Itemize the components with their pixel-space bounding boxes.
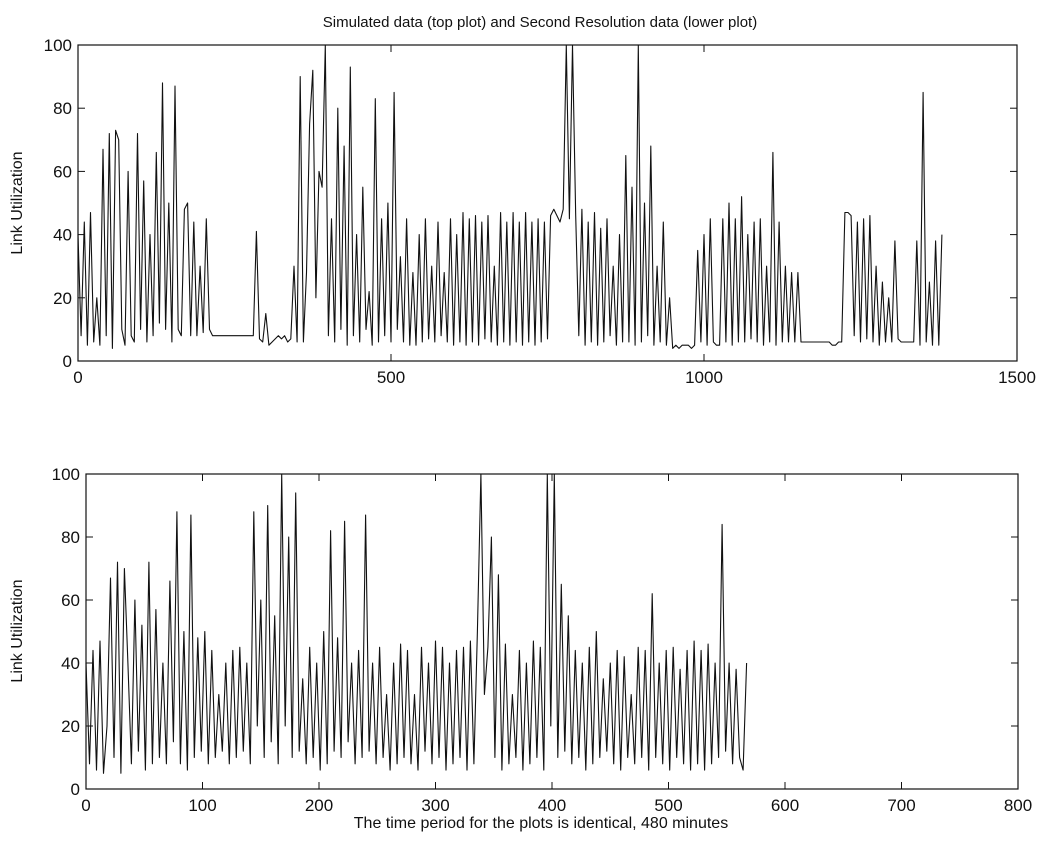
top-plot-series-line bbox=[77, 44, 943, 349]
top-plot-frame bbox=[77, 44, 1018, 362]
lower-plot: Link Utilization 0 20 40 60 80 100 0 100 200 300 4… bbox=[9, 465, 1032, 832]
lower-plot-xtick-label: 500 bbox=[654, 796, 682, 815]
lower-plot-ytick-label: 100 bbox=[52, 465, 80, 484]
lower-plot-xtick-label: 300 bbox=[421, 796, 449, 815]
top-plot-xtick-label: 1000 bbox=[685, 368, 723, 387]
lower-plot-ytick-label: 40 bbox=[61, 654, 80, 673]
lower-plot-xtick-label: 700 bbox=[887, 796, 915, 815]
figure-title: Simulated data (top plot) and Second Res… bbox=[323, 14, 757, 31]
lower-plot-ytick-label: 60 bbox=[61, 591, 80, 610]
lower-plot-ytick-label: 20 bbox=[61, 717, 80, 736]
top-plot-xtick-label: 1500 bbox=[998, 368, 1036, 387]
lower-plot-ticks: 0 20 40 60 80 100 0 100 200 300 400 500 600 700 800 bbox=[52, 465, 1033, 815]
top-plot-ytick-label: 0 bbox=[63, 352, 72, 371]
top-plot-ytick-label: 100 bbox=[44, 36, 72, 55]
top-plot-ytick-label: 80 bbox=[53, 99, 72, 118]
lower-plot-xtick-label: 600 bbox=[771, 796, 799, 815]
lower-plot-xtick-label: 0 bbox=[81, 796, 90, 815]
top-plot-ytick-label: 60 bbox=[53, 162, 72, 181]
top-plot-xtick-label: 0 bbox=[73, 368, 82, 387]
top-plot-ytick-label: 40 bbox=[53, 226, 72, 245]
lower-plot-xtick-label: 800 bbox=[1004, 796, 1032, 815]
lower-plot-series-line bbox=[85, 473, 748, 774]
top-plot-ytick-label: 20 bbox=[53, 289, 72, 308]
top-plot-ylabel: Link Utilization bbox=[9, 151, 26, 254]
lower-plot-ytick-label: 80 bbox=[61, 528, 80, 547]
lower-plot-xlabel: The time period for the plots is identic… bbox=[354, 815, 728, 832]
lower-plot-xtick-label: 400 bbox=[538, 796, 566, 815]
top-plot-xtick-label: 500 bbox=[377, 368, 405, 387]
lower-plot-ytick-label: 0 bbox=[71, 780, 80, 799]
lower-plot-xtick-label: 100 bbox=[188, 796, 216, 815]
lower-plot-ylabel: Link Utilization bbox=[9, 579, 26, 682]
lower-plot-xtick-label: 200 bbox=[305, 796, 333, 815]
